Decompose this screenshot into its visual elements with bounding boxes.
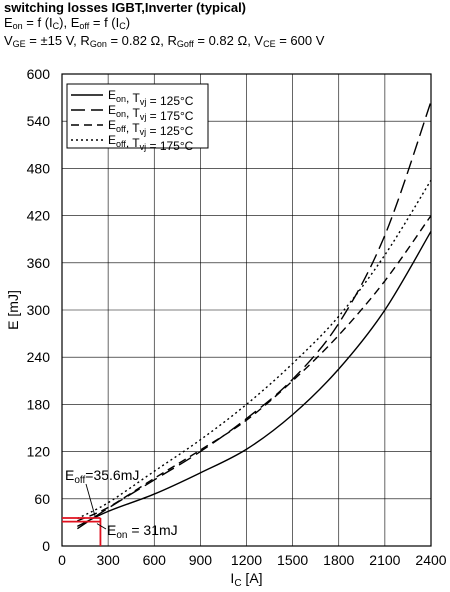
subscript: C (119, 21, 126, 31)
x-axis-label: IC [A] (230, 570, 262, 589)
text-part: = f (I (89, 15, 120, 30)
y-tick-label: 540 (27, 113, 51, 129)
x-tick-label: 0 (58, 552, 66, 568)
function-definition: Eon = f (IC), Eoff = f (IC) (4, 15, 131, 31)
text-part: V (4, 33, 13, 48)
test-conditions: VGE = ±15 V, RGon = 0.82 Ω, RGoff = 0.82… (4, 33, 325, 49)
y-tick-label: 420 (27, 208, 51, 224)
legend-entry-1: Eon, Tvj = 125°C (108, 88, 194, 108)
text-part: = ±15 V, R (25, 33, 90, 48)
subscript: Gon (89, 39, 107, 49)
text-part: ), E (59, 15, 80, 30)
page-title: switching losses IGBT,Inverter (typical) (4, 0, 247, 15)
eoff-leader-line (85, 483, 96, 517)
series-line-4 (77, 179, 432, 520)
x-tick-label: 1200 (231, 552, 262, 568)
y-tick-label: 120 (27, 444, 51, 460)
legend-entry-2: Eon, Tvj = 175°C (108, 103, 194, 123)
y-tick-label: 600 (27, 66, 51, 82)
x-tick-label: 2100 (369, 552, 400, 568)
plot-frame (61, 73, 432, 547)
y-tick-label: 480 (27, 160, 51, 176)
subscript: CE (263, 39, 276, 49)
subscript: C (52, 21, 60, 31)
x-tick-label: 600 (143, 552, 167, 568)
legend-entry-3: Eoff, Tvj = 125°C (108, 118, 194, 138)
subscript: GE (12, 39, 26, 49)
eoff-annotation: Eoff=35.6mJ (65, 467, 139, 486)
text-part: = 0.82 Ω, V (193, 33, 264, 48)
eon-annotation: Eon = 31mJ (107, 522, 178, 541)
eon-leader-line (96, 523, 107, 530)
x-tick-label: 300 (96, 552, 120, 568)
series-line-3 (77, 215, 432, 522)
text-part: = f (I (22, 15, 53, 30)
text-part: = 0.82 Ω, R (106, 33, 177, 48)
series-line-2 (76, 101, 432, 530)
x-tick-label: 2400 (415, 552, 446, 568)
y-tick-label: 240 (27, 349, 51, 365)
y-axis-label: E [mJ] (5, 290, 21, 330)
y-tick-label: 0 (42, 538, 50, 554)
text-part: E (4, 15, 13, 30)
series-line-1 (77, 230, 432, 527)
text-part: = 600 V (275, 33, 325, 48)
y-tick-label: 300 (27, 302, 51, 318)
y-tick-label: 60 (34, 491, 50, 507)
subscript: off (79, 21, 90, 31)
subscript: Goff (176, 39, 194, 49)
x-tick-label: 900 (189, 552, 213, 568)
subscript: on (12, 21, 23, 31)
y-tick-label: 180 (27, 396, 51, 412)
y-tick-label: 360 (27, 255, 51, 271)
text-part: ) (125, 15, 131, 30)
legend-entry-4: Eoff, Tvj = 175°C (108, 133, 194, 153)
x-tick-label: 1500 (277, 552, 308, 568)
x-tick-label: 1800 (323, 552, 354, 568)
